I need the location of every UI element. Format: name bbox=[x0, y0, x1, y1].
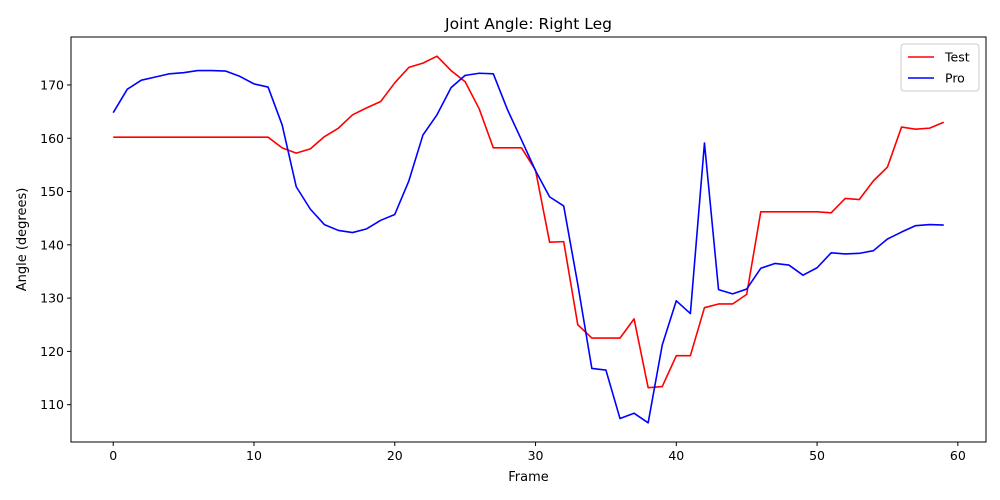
y-tick-label: 110 bbox=[40, 397, 64, 412]
x-tick-label: 30 bbox=[528, 448, 544, 463]
y-tick-label: 140 bbox=[40, 237, 64, 252]
x-tick-label: 40 bbox=[668, 448, 684, 463]
y-tick-label: 170 bbox=[40, 77, 64, 92]
y-tick-label: 150 bbox=[40, 184, 64, 199]
x-axis-label: Frame bbox=[508, 470, 549, 485]
legend-label-test: Test bbox=[944, 50, 970, 65]
y-tick-label: 120 bbox=[40, 344, 64, 359]
chart-title: Joint Angle: Right Leg bbox=[444, 15, 612, 33]
plot-frame bbox=[70, 36, 987, 443]
x-axis: 0 10 20 30 40 50 60 bbox=[109, 442, 966, 463]
y-tick-label: 160 bbox=[40, 131, 64, 146]
y-tick-label: 130 bbox=[40, 291, 64, 306]
x-tick-label: 20 bbox=[387, 448, 403, 463]
series-line-pro bbox=[112, 69, 944, 424]
x-tick-label: 0 bbox=[109, 448, 117, 463]
x-tick-label: 50 bbox=[809, 448, 825, 463]
legend: Test Pro bbox=[900, 43, 980, 92]
legend-box bbox=[900, 43, 980, 92]
plot-lines bbox=[112, 55, 945, 424]
y-axis: 110 120 130 140 150 160 170 bbox=[40, 77, 71, 412]
x-tick-label: 60 bbox=[950, 448, 966, 463]
series-line-test bbox=[113, 55, 945, 389]
x-tick-label: 10 bbox=[246, 448, 262, 463]
legend-label-pro: Pro bbox=[945, 71, 965, 86]
y-axis-label: Angle (degrees) bbox=[15, 188, 30, 292]
